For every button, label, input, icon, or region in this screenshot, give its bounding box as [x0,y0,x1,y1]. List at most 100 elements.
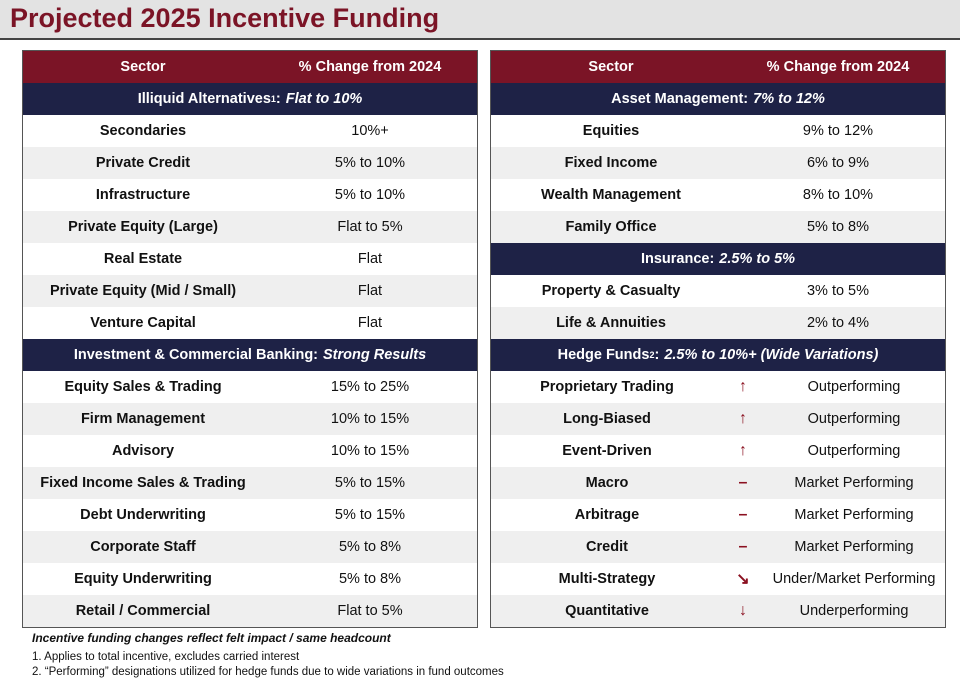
section-range: 2.5% to 10%+ (Wide Variations) [664,347,879,363]
footnote: 1. Applies to total incentive, excludes … [32,651,300,663]
sector: Quantitative [565,603,649,619]
section-range: 2.5% to 5% [719,251,796,267]
table-row: Retail / Commercial Flat to 5% [23,595,477,627]
header-cell: Sector [120,59,166,75]
section-punct: : [654,347,660,363]
change: 5% to 15% [334,475,406,491]
table-row: Advisory 10% to 15% [23,435,477,467]
sector: Equity Underwriting [74,571,212,587]
sector: Arbitrage [574,507,640,523]
sector: Secondaries [99,123,187,139]
change: 15% to 25% [330,379,410,395]
change: 5% to 8% [806,219,870,235]
table-row: Macro – Market Performing [491,467,945,499]
table-row: Arbitrage – Market Performing [491,499,945,531]
table-row: Private Equity (Mid / Small) Flat [23,275,477,307]
change: 2% to 4% [806,315,870,331]
table-row: Wealth Management 8% to 10% [491,179,945,211]
header-cell: % Change from 2024 [298,59,442,75]
sector: Multi-Strategy [558,571,656,587]
table-row: Equities 9% to 12% [491,115,945,147]
section-range: 7% to 12% [753,91,825,107]
change: 10% to 15% [330,411,410,427]
title-bar: Projected 2025 Incentive Funding [0,0,960,40]
sector: Fixed Income [564,155,658,171]
table-row: Equity Underwriting 5% to 8% [23,563,477,595]
footer: Incentive funding changes reflect felt i… [32,631,504,680]
change: 5% to 15% [334,507,406,523]
table-row: Credit – Market Performing [491,531,945,563]
footnote-ref: 2 [649,350,655,360]
table-row: Property & Casualty 3% to 5% [491,275,945,307]
section-name: Hedge Funds [557,347,650,363]
table: Sector % Change from 2024 Illiquid Alterna… [22,50,478,628]
table-row: Event-Driven ↑ Outperforming [491,435,945,467]
section-range: Flat to 10% [285,91,363,107]
status: Under/Market Performing [772,571,936,587]
section-row: Asset Management: 7% to 12% [491,83,945,115]
sector: Private Equity (Large) [68,219,218,235]
footer-lead: Incentive funding changes reflect felt i… [32,631,391,645]
sector: Venture Capital [90,315,196,331]
sector: Macro [585,475,629,491]
section-name: Investment & Commercial Banking: [73,347,319,363]
table-row: Long-Biased ↑ Outperforming [491,403,945,435]
indicator: ↘ [736,571,750,588]
section-row: Investment & Commercial Banking: Strong R… [23,339,477,371]
header-cell: % Change from 2024 [766,59,910,75]
change: 6% to 9% [806,155,870,171]
change: 10%+ [351,123,389,139]
section-name: Insurance: [640,251,715,267]
sector: Family Office [565,219,657,235]
sector: Fixed Income Sales & Trading [40,475,246,491]
indicator: ↑ [739,442,747,459]
table-row: Quantitative ↓ Underperforming [491,595,945,627]
table-row: Fixed Income Sales & Trading 5% to 15% [23,467,477,499]
table-row: Life & Annuities 2% to 4% [491,307,945,339]
table-row: Private Equity (Large) Flat to 5% [23,211,477,243]
table-row: Proprietary Trading ↑ Outperforming [491,371,945,403]
sector: Firm Management [80,411,206,427]
indicator: ↑ [739,378,747,395]
footnote: 2. “Performing” designations utilized fo… [32,666,504,678]
sector: Long-Biased [563,411,651,427]
status: Outperforming [807,411,901,427]
table-row: Venture Capital Flat [23,307,477,339]
change: 9% to 12% [802,123,874,139]
table-row: Family Office 5% to 8% [491,211,945,243]
sector: Private Credit [95,155,191,171]
section-row: Insurance: 2.5% to 5% [491,243,945,275]
sector: Private Equity (Mid / Small) [49,283,237,299]
header-row: Sector % Change from 2024 [23,51,477,83]
change: 5% to 10% [334,155,406,171]
change: Flat [357,251,383,267]
change: Flat [357,283,383,299]
header-row: Sector % Change from 2024 [491,51,945,83]
table-row: Fixed Income 6% to 9% [491,147,945,179]
section-row: Illiquid Alternatives 1: Flat to 10% [23,83,477,115]
change: Flat to 5% [337,603,403,619]
footnote-ref: 1 [270,94,276,104]
change: 3% to 5% [806,283,870,299]
table-row: Multi-Strategy ↘ Under/Market Performing [491,563,945,595]
change: 5% to 10% [334,187,406,203]
sector: Wealth Management [541,187,681,203]
change: Flat to 5% [337,219,403,235]
sector: Property & Casualty [541,283,681,299]
table-row: Private Credit 5% to 10% [23,147,477,179]
sector: Infrastructure [95,187,191,203]
status: Outperforming [807,379,901,395]
section-name: Illiquid Alternatives [137,91,271,107]
change: 5% to 8% [338,539,402,555]
table: Sector % Change from 2024 Asset Management… [490,50,946,628]
indicator: – [738,474,748,491]
indicator: – [738,506,748,523]
status: Market Performing [794,539,914,555]
section-name: Asset Management: [611,91,749,107]
table-row: Debt Underwriting 5% to 15% [23,499,477,531]
sector: Retail / Commercial [75,603,211,619]
sector: Credit [586,539,628,555]
status: Market Performing [794,507,914,523]
sector: Proprietary Trading [540,379,674,395]
